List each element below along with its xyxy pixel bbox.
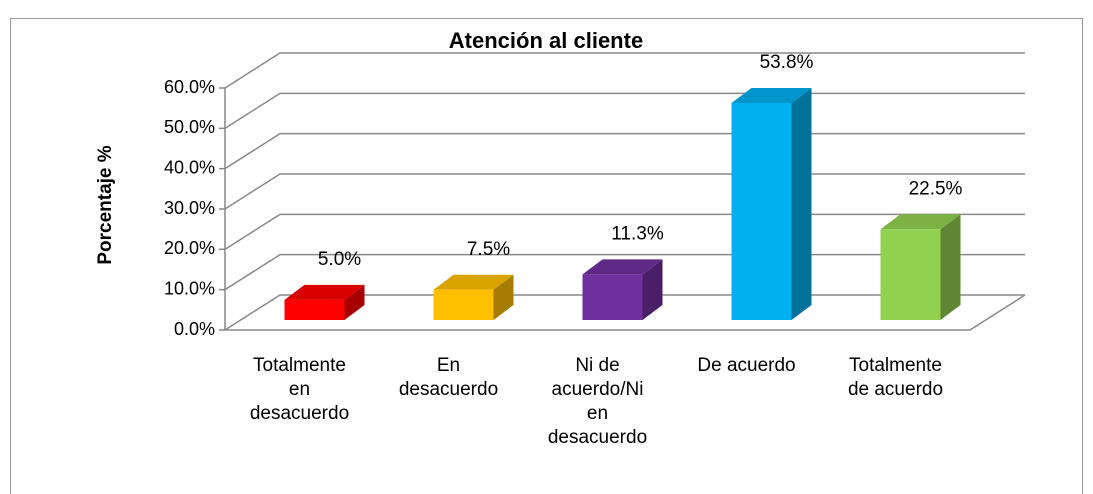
bar bbox=[433, 289, 494, 320]
y-tick-label: 30.0% bbox=[164, 198, 215, 218]
bar-top bbox=[284, 284, 365, 300]
bar bbox=[582, 274, 643, 320]
bar-side bbox=[791, 88, 812, 320]
bar-top bbox=[433, 274, 514, 290]
y-tick-label: 20.0% bbox=[164, 238, 215, 258]
bar-top bbox=[731, 88, 812, 104]
chart-title: Atención al cliente bbox=[449, 28, 643, 53]
x-tick-label: De acuerdo bbox=[697, 355, 796, 376]
bar-top bbox=[880, 214, 961, 230]
x-tick-label: Ni de acuerdo/Ni en desacuerdo bbox=[547, 355, 648, 448]
bar bbox=[731, 103, 792, 320]
y-tick-label: 10.0% bbox=[164, 278, 215, 298]
floor bbox=[225, 294, 1026, 331]
y-axis-label: Porcentaje % bbox=[95, 145, 116, 264]
x-tick-label: Totalmente en desacuerdo bbox=[249, 355, 350, 424]
y-tick-label: 0.0% bbox=[174, 319, 215, 339]
data-label: 22.5% bbox=[909, 178, 963, 199]
data-label: 7.5% bbox=[467, 239, 510, 260]
bar bbox=[880, 229, 941, 320]
data-label: 53.8% bbox=[760, 52, 814, 73]
grid-line bbox=[224, 52, 1025, 89]
y-tick-label: 60.0% bbox=[164, 77, 215, 97]
y-tick-label: 50.0% bbox=[164, 117, 215, 137]
bar bbox=[284, 299, 345, 320]
data-label: 11.3% bbox=[611, 223, 664, 244]
bar-side bbox=[940, 214, 961, 320]
bar-side bbox=[493, 274, 514, 320]
y-tick-label: 40.0% bbox=[164, 157, 215, 177]
data-label: 5.0% bbox=[318, 249, 361, 270]
x-tick-label: Totalmente de acuerdo bbox=[847, 355, 944, 400]
x-tick-label: En desacuerdo bbox=[398, 355, 499, 400]
bar-side bbox=[642, 259, 663, 320]
bar-top bbox=[582, 259, 663, 275]
bar-side bbox=[344, 284, 365, 320]
